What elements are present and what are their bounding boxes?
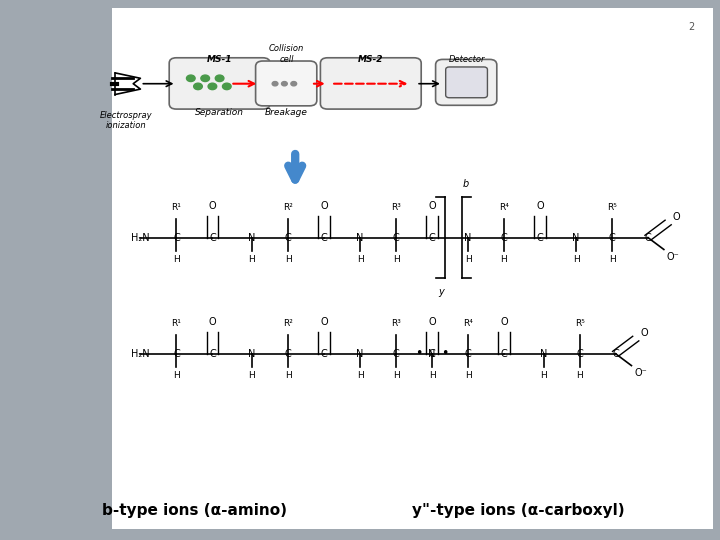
Text: C: C — [173, 349, 180, 359]
Text: H: H — [248, 255, 256, 264]
Text: C: C — [173, 233, 180, 242]
Text: C: C — [428, 349, 436, 359]
Text: Electrospray
ionization: Electrospray ionization — [99, 111, 153, 130]
Circle shape — [208, 83, 217, 90]
Text: MS-2: MS-2 — [358, 55, 384, 64]
Text: N: N — [248, 233, 256, 242]
Text: Breakage: Breakage — [265, 108, 308, 117]
Text: O: O — [209, 318, 216, 327]
Text: R⁴: R⁴ — [463, 320, 473, 328]
Text: H: H — [576, 371, 583, 380]
Text: H: H — [428, 371, 436, 380]
Text: C: C — [536, 233, 544, 242]
Text: O: O — [428, 318, 436, 327]
Text: H: H — [356, 255, 364, 264]
FancyBboxPatch shape — [256, 61, 317, 106]
Text: H: H — [173, 371, 180, 380]
Text: H: H — [608, 255, 616, 264]
Text: O: O — [320, 201, 328, 211]
Text: H: H — [356, 371, 364, 380]
Text: O: O — [209, 201, 216, 211]
Circle shape — [201, 75, 210, 82]
Text: C: C — [500, 233, 508, 242]
Text: O: O — [428, 201, 436, 211]
Text: R³: R³ — [391, 320, 401, 328]
Text: N: N — [572, 233, 580, 242]
Text: R²: R² — [283, 320, 293, 328]
Text: N: N — [356, 233, 364, 242]
Text: R¹: R¹ — [171, 204, 181, 212]
Text: H: H — [284, 371, 292, 380]
Text: H₂N: H₂N — [131, 233, 150, 242]
Text: C: C — [428, 233, 436, 242]
Text: Detector: Detector — [449, 55, 485, 64]
Text: R⁵: R⁵ — [575, 320, 585, 328]
FancyBboxPatch shape — [320, 58, 421, 109]
Circle shape — [222, 83, 231, 90]
Text: C: C — [392, 233, 400, 242]
Text: N: N — [356, 349, 364, 359]
Circle shape — [215, 75, 224, 82]
Text: H: H — [173, 255, 180, 264]
Text: C: C — [320, 233, 328, 242]
Text: •: • — [415, 347, 423, 360]
Text: C: C — [209, 349, 216, 359]
Text: O⁻: O⁻ — [634, 368, 647, 377]
Text: O: O — [500, 318, 508, 327]
Text: H: H — [464, 255, 472, 264]
Text: H: H — [284, 255, 292, 264]
Text: H: H — [500, 255, 508, 264]
Text: H: H — [248, 371, 256, 380]
Text: R⁵: R⁵ — [607, 204, 617, 212]
FancyBboxPatch shape — [169, 58, 270, 109]
Text: O: O — [641, 328, 648, 338]
Text: H: H — [392, 371, 400, 380]
Text: O: O — [320, 318, 328, 327]
Text: C: C — [500, 349, 508, 359]
Text: R⁴: R⁴ — [499, 204, 509, 212]
Text: C: C — [464, 349, 472, 359]
Circle shape — [291, 82, 297, 86]
Text: Separation: Separation — [195, 108, 244, 117]
Text: N: N — [248, 349, 256, 359]
Circle shape — [282, 82, 287, 86]
Text: b: b — [463, 179, 469, 188]
Text: C: C — [576, 349, 583, 359]
Text: y"-type ions (α-carboxyl): y"-type ions (α-carboxyl) — [412, 503, 625, 518]
Bar — [112, 8, 713, 529]
Text: H: H — [540, 371, 547, 380]
Text: C: C — [612, 349, 619, 359]
Text: •: • — [441, 347, 449, 360]
FancyBboxPatch shape — [436, 59, 497, 105]
Text: C: C — [284, 349, 292, 359]
Text: R²: R² — [283, 204, 293, 212]
Text: y: y — [438, 287, 444, 296]
Text: b-type ions (α-amino): b-type ions (α-amino) — [102, 503, 287, 518]
Text: C: C — [608, 233, 616, 242]
Circle shape — [272, 82, 278, 86]
Text: N: N — [464, 233, 472, 242]
Text: 2: 2 — [688, 22, 695, 32]
Text: N: N — [428, 349, 436, 359]
Text: N: N — [540, 349, 547, 359]
Text: C: C — [392, 349, 400, 359]
Text: H₂N: H₂N — [131, 349, 150, 359]
Text: C: C — [320, 349, 328, 359]
Text: H: H — [392, 255, 400, 264]
Text: O⁻: O⁻ — [667, 252, 680, 261]
Circle shape — [194, 83, 202, 90]
Text: C: C — [209, 233, 216, 242]
Text: MS-1: MS-1 — [207, 55, 233, 64]
Text: O: O — [673, 212, 680, 222]
Text: O: O — [536, 201, 544, 211]
Text: C: C — [284, 233, 292, 242]
Text: R³: R³ — [391, 204, 401, 212]
Text: R¹: R¹ — [171, 320, 181, 328]
Text: H: H — [572, 255, 580, 264]
Circle shape — [186, 75, 195, 82]
Text: H: H — [464, 371, 472, 380]
Text: Collision
cell: Collision cell — [269, 44, 304, 64]
Text: C: C — [644, 233, 652, 242]
FancyBboxPatch shape — [446, 67, 487, 98]
